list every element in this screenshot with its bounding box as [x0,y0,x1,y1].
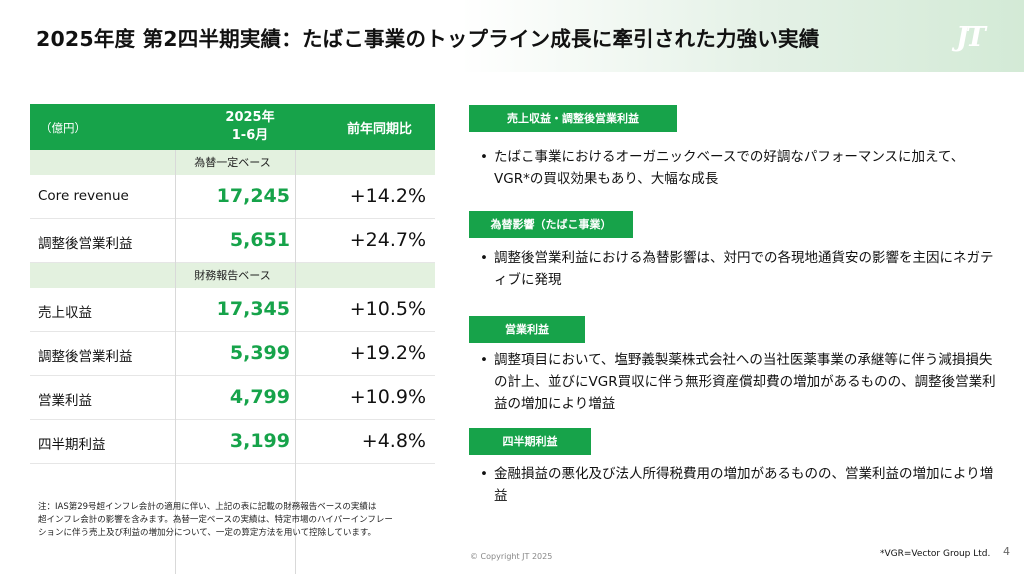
bullet-dot: • [480,149,488,165]
footnote-line: 超インフレ会計の影響を含みます。為替一定ベースの実績は、特定市場のハイパーインフ… [38,515,393,525]
row-label: 調整後営業利益 [38,349,133,365]
column-divider [175,150,176,574]
row-change: +10.9% [349,386,426,408]
footnote-line: 注：IAS第29号超インフレ会計の適用に伴い、上記の表に記載の財務報告ベースの実… [38,502,377,512]
row-change: +10.5% [349,298,426,320]
tag-revenue: 売上収益・調整後営業利益 [469,105,677,132]
bullet-text: 調整後営業利益における為替影響は、対円での各現地通貨安の影響を主因にネガティブに… [494,250,994,288]
bullet-dot: • [480,466,488,482]
column-divider [295,150,296,574]
section-constant-fx: 為替一定ベース [30,150,435,175]
row-label: 調整後営業利益 [38,236,133,252]
period-header: 2025年 1-6月 [190,109,310,145]
vgr-footnote: *VGR=Vector Group Ltd. [880,549,991,559]
tag-operating-profit: 営業利益 [469,316,585,343]
row-value: 5,651 [229,229,290,251]
period-year: 2025年 [225,110,275,125]
tag-fx-impact: 為替影響（たばこ事業） [469,211,633,238]
unit-label: （億円） [40,121,86,135]
bullet-dot: • [480,250,488,266]
bullet-text: たばこ事業におけるオーガニックベースでの好調なパフォーマンスに加えて、VGR*の… [494,149,965,187]
row-change: +14.2% [349,185,426,207]
page-number: 4 [1003,545,1010,558]
table-row: Core revenue 17,245 +14.2% [30,175,435,219]
row-value: 4,799 [229,386,290,408]
table-row: 調整後営業利益 5,651 +24.7% [30,219,435,263]
row-change: +4.8% [361,430,426,452]
table-row: 営業利益 4,799 +10.9% [30,376,435,420]
footnote-line: ションに伴う売上及び利益の増加分について、一定の算定方法を用いて控除しています。 [38,528,376,538]
results-table: （億円） 2025年 1-6月 前年同期比 為替一定ベース Core reven… [30,104,435,574]
row-value: 17,245 [216,185,290,207]
table-row: 四半期利益 3,199 +4.8% [30,420,435,464]
row-change: +19.2% [349,342,426,364]
row-value: 3,199 [229,430,290,452]
row-value: 17,345 [216,298,290,320]
period-months: 1-6月 [231,128,269,143]
tag-quarterly-profit: 四半期利益 [469,428,591,455]
row-label: 営業利益 [38,393,92,409]
yoy-header: 前年同期比 [346,122,412,137]
row-value: 5,399 [229,342,290,364]
table-row: 売上収益 17,345 +10.5% [30,288,435,332]
row-change: +24.7% [349,229,426,251]
table-header: （億円） 2025年 1-6月 前年同期比 [30,104,435,150]
page-title: 2025年度 第2四半期実績：たばこ事業のトップライン成長に牽引された力強い実績 [36,27,820,51]
row-label: Core revenue [38,188,129,204]
table-row: 調整後営業利益 5,399 +19.2% [30,332,435,376]
row-label: 四半期利益 [38,437,106,453]
row-label: 売上収益 [38,305,92,321]
section-reported: 財務報告ベース [30,263,435,288]
jt-logo: JT [956,22,986,53]
table-footnote: 注：IAS第29号超インフレ会計の適用に伴い、上記の表に記載の財務報告ベースの実… [38,501,438,540]
bullet-dot: • [480,352,488,368]
bullet-text: 金融損益の悪化及び法人所得税費用の増加があるものの、営業利益の増加により増益 [494,466,994,504]
header-band: 2025年度 第2四半期実績：たばこ事業のトップライン成長に牽引された力強い実績… [0,0,1024,72]
bullet-text: 調整項目において、塩野義製薬株式会社への当社医薬事業の承継等に伴う減損損失の計上… [494,352,996,412]
copyright: © Copyright JT 2025 [470,552,553,561]
